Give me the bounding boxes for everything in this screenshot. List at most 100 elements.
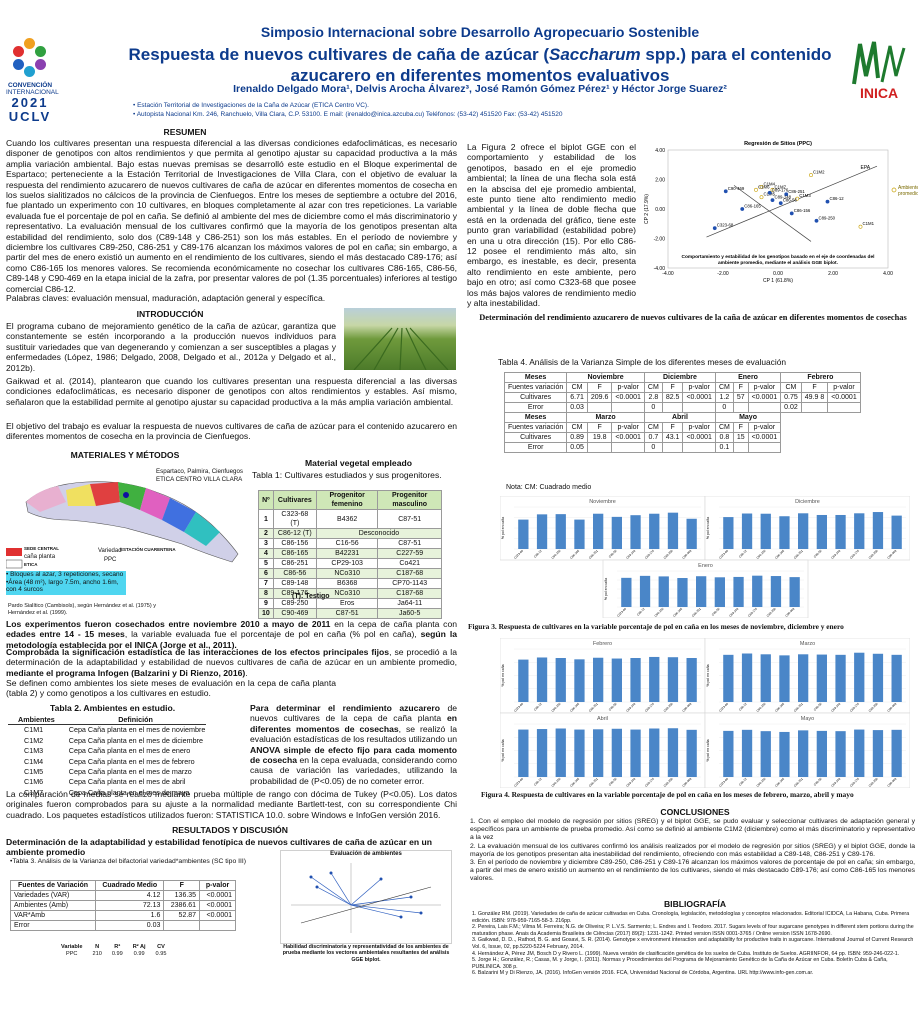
biplot-ytick: 4.00 (655, 148, 665, 154)
table3-cell: 2386.61 (163, 900, 201, 911)
table4-cell (611, 442, 645, 453)
table1: Nº Cultivares Progenitor femenino Progenito… (258, 490, 443, 619)
table3-row: Ambientes (Amb) 72.13 2386.61 <0.0001 (9, 900, 236, 911)
table4-cell: 19.8 (586, 432, 613, 443)
biplot-point-label: C86-165 (744, 204, 761, 209)
table1-cell: CP29-103 (315, 558, 379, 569)
bar-category-label: C86-165 (569, 777, 580, 788)
table4-cell: 6.71 (566, 392, 588, 403)
table4-cell: 0 (643, 442, 663, 453)
fig4-caption: Figura 4. Respuesta de cultivares en la … (481, 790, 854, 799)
table3-cell (199, 920, 236, 931)
table1-cell: C86-156 (272, 538, 317, 549)
table4-cell: 2.8 (643, 392, 663, 403)
bar-category-label: C86-12 (533, 777, 543, 787)
table1-cell: 9 (258, 598, 274, 609)
block-info-box: • Bloques al azar, 3 repeticiones, secan… (6, 571, 126, 595)
biplot-legend-marker (891, 187, 897, 193)
bar-category-label: C323-68 (513, 777, 524, 788)
table4-cell: CM (714, 382, 734, 393)
bar-category-label: C89-148 (625, 777, 636, 788)
table4-cell: F (586, 382, 613, 393)
conclusions-list: 1. Con el empleo del modelo de regresión… (470, 818, 915, 884)
bar-category-label: C89-250 (766, 607, 777, 618)
bar-category-label: C86-165 (569, 549, 580, 560)
bar-category-label: C86-165 (774, 777, 785, 788)
biplot-figure: Regresión de Sitios (PPC) -4.00 -2.00 0.00 2… (640, 136, 919, 290)
bar (741, 653, 753, 702)
table4-cell: p-valor (747, 382, 782, 393)
bar (872, 653, 884, 702)
bar-category-label: C90-469 (681, 777, 692, 788)
table4-cell: F (661, 422, 684, 433)
bar-category-label: C86-156 (550, 549, 561, 560)
table1-cell: 3 (258, 538, 274, 549)
table2-row: C1M1 Cepa Caña planta en el mes de noviem… (8, 725, 206, 736)
bar-category-label: C90-469 (784, 607, 795, 618)
table3-row: Error 0.03 (9, 920, 236, 931)
table1-cell: C16-56 (315, 538, 379, 549)
table4-cell: 1.2 (714, 392, 734, 403)
table4-cell: Error (503, 402, 568, 413)
map-legend-ppc: PPC (104, 557, 117, 563)
logo-acronym: UCLV (8, 109, 52, 124)
bar (593, 729, 604, 777)
biplot-point-label: C1M2 (813, 170, 825, 175)
biplot-point-label: C1M1 (863, 221, 875, 226)
bar (593, 513, 604, 549)
results-subheading: Determinación de la adaptabilidad y esta… (6, 837, 432, 858)
table4-cell: <0.0001 (682, 392, 716, 403)
table4-cell: 209.6 (586, 392, 613, 403)
table2-cell: C1M2 (24, 735, 44, 745)
table2-row: C1M7 Cepa Caña planta en el mes de mayo (8, 788, 206, 798)
bibliography-heading: BIBLIOGRAFÍA (663, 899, 727, 909)
inica-logo-text: INICA (860, 85, 898, 101)
table1-cell: CP70-1143 (377, 578, 442, 589)
table3b-header: Variable (61, 944, 83, 950)
table3-cell: Ambientes (Amb) (9, 900, 97, 911)
bar (789, 577, 800, 607)
bar (779, 516, 790, 549)
bar-category-label: C323-68 (718, 702, 729, 713)
bar (630, 658, 641, 702)
bar (649, 656, 660, 702)
bar-chart-title: Mayo (801, 716, 814, 722)
table4-cell: Error (503, 442, 568, 453)
table1-cell: C90-469 (272, 608, 317, 619)
table2-cell: C1M6 (24, 777, 44, 787)
biplot-point-label: C86-56 (783, 198, 798, 203)
table1-cell: C86-251 (272, 558, 317, 569)
biplot-ordinate-line (733, 185, 812, 242)
authors: Irenaldo Delgado Mora¹, Delvis Arocha Ál… (233, 83, 727, 95)
table3-cell: Variedades (VAR) (9, 890, 97, 901)
bar (536, 657, 548, 702)
keywords: Palabras claves: evaluación mensual, mad… (6, 293, 326, 303)
table4-cell (747, 442, 782, 453)
table4-cell: 0.8 (714, 432, 734, 443)
resumen-heading: RESUMEN (163, 127, 207, 137)
table1-row: 5 C86-251 CP29-103 Co421 (258, 558, 442, 569)
bar-chart-title: Noviembre (589, 499, 616, 505)
biplot-point (784, 192, 789, 197)
bar (854, 513, 865, 549)
biplot-point-label: C1M3 (799, 193, 811, 198)
logo-line2: INTERNACIONAL (6, 89, 59, 96)
table4-row: Meses Marzo Abril Mayo (503, 412, 861, 423)
bar-category-label: C86-165 (672, 607, 683, 618)
bar (760, 654, 771, 702)
table4-cell: F (732, 382, 749, 393)
bar (872, 730, 884, 777)
bar-category-label: C86-251 (691, 607, 702, 618)
table2-cell: Cepa Caña planta en el mes de febrero (68, 756, 195, 766)
affiliation-2: • Autopista Nacional Km. 246, Ranchuelo,… (133, 111, 563, 118)
intro-heading: INTRODUCCIÓN (136, 309, 204, 319)
table4-cell: p-valor (682, 382, 716, 393)
table4-cell: 43.1 (661, 432, 684, 443)
bar (835, 654, 846, 702)
table3-header: F (163, 880, 201, 891)
bar (816, 654, 827, 702)
table3b-cell: 0.95 (155, 951, 167, 957)
bar (798, 513, 809, 549)
